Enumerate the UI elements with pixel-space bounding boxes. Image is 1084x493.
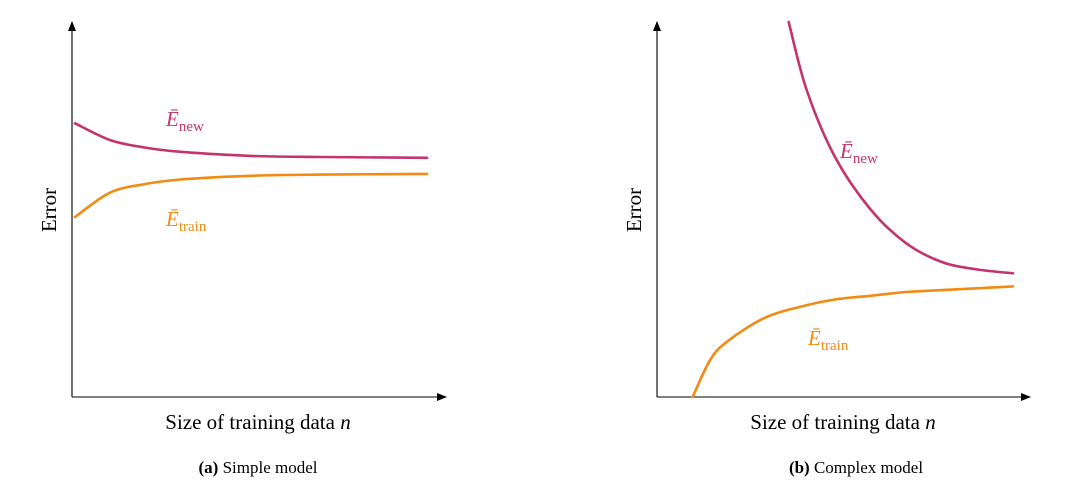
- panel-a-label-train: Ētrain: [165, 207, 207, 235]
- panel-b-label-train: Ētrain: [807, 326, 849, 354]
- panel-a-y-axis-label: Error: [37, 188, 61, 232]
- panel-a-caption: (a) Simple model: [199, 458, 318, 477]
- panel-b-y-axis-label: Error: [622, 188, 646, 232]
- panel-b-label-new: Ēnew: [839, 139, 878, 167]
- panel-a-x-axis-label: Size of training data n: [165, 410, 350, 434]
- panel-a: Ēnew Ētrain Size of training data n Erro…: [37, 21, 447, 477]
- panel-b: Ēnew Ētrain Size of training data n Erro…: [622, 20, 1031, 477]
- panel-b-caption: (b) Complex model: [789, 458, 923, 477]
- panel-a-label-new: Ēnew: [165, 107, 204, 135]
- panel-b-x-axis-label: Size of training data n: [750, 410, 935, 434]
- panel-b-series-new-line: [787, 20, 1015, 275]
- panel-b-series-train-line: [691, 285, 1015, 399]
- panel-a-series-train-line: [73, 172, 429, 219]
- panel-a-series-new-line: [73, 122, 429, 160]
